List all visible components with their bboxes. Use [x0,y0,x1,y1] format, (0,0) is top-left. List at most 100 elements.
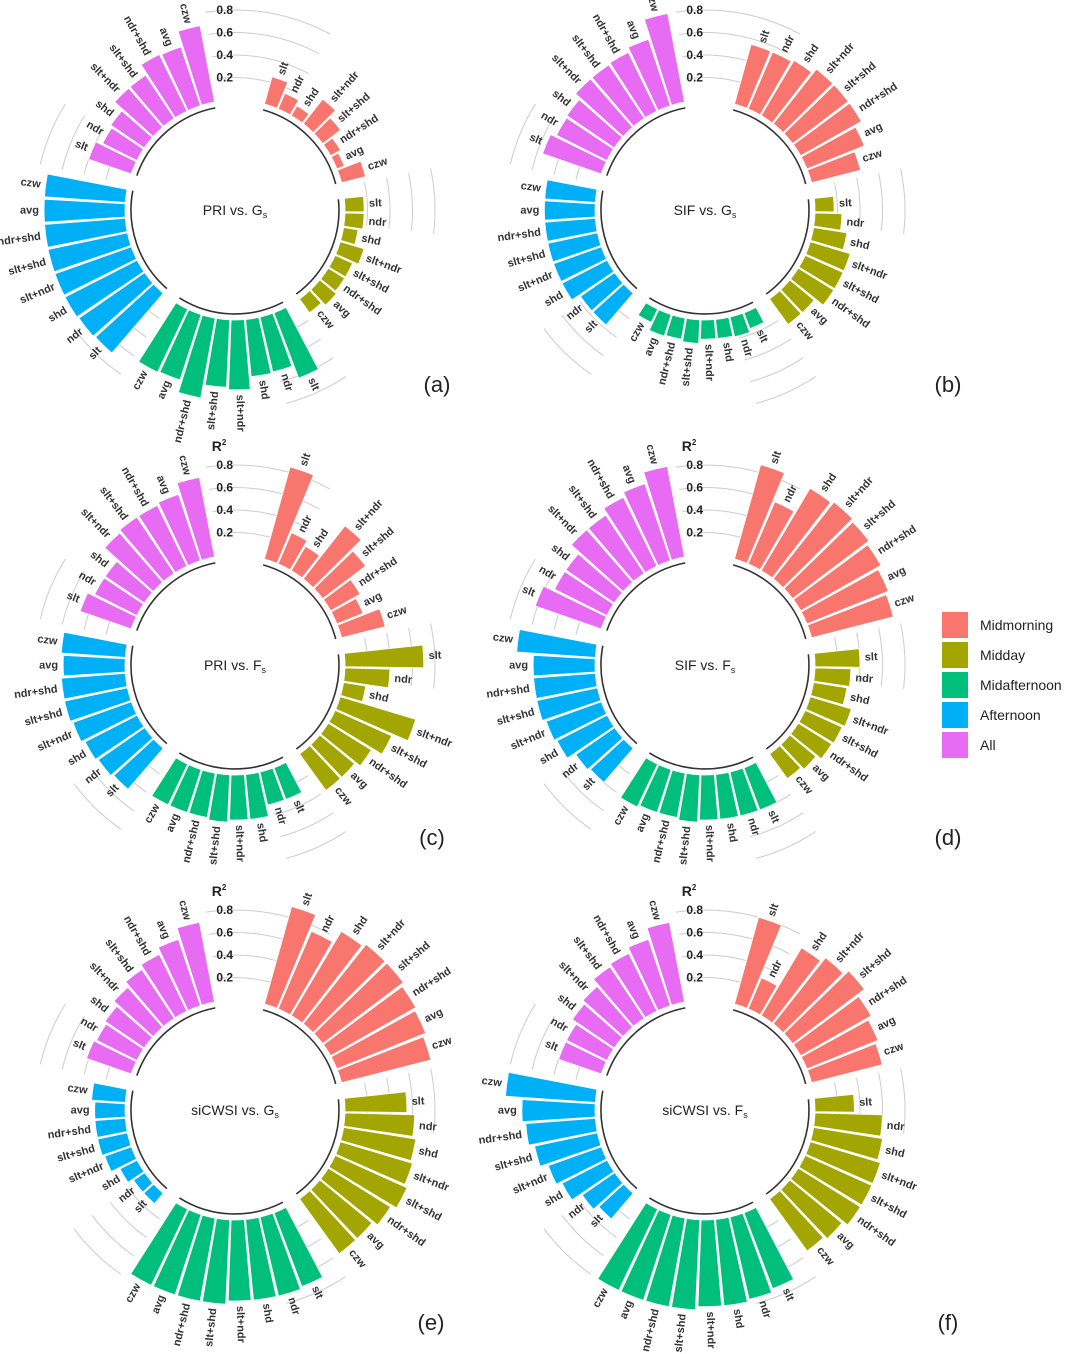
bar-midday-ndr [813,667,852,687]
bar-midday-czw [299,290,322,314]
bar-afternoon-slt-ndr [72,701,138,743]
r-tick-label: 0.2 [686,71,703,85]
legend-swatch-midafternoon [942,672,968,698]
legend-label-all: All [980,737,996,753]
bar-midafternoon-slt-ndr [229,774,249,821]
bar-midmorning-slt [734,464,785,564]
bar-all-ndr [555,117,614,162]
bar-midafternoon-slt [273,306,319,379]
group-baseline [130,645,168,745]
bar-all-slt-ndr [104,532,164,593]
group-baseline [136,107,216,176]
legend-swatch-all [942,732,968,758]
grid-arc [531,115,555,170]
category-label: ndr [84,119,106,139]
bar-midday-czw [299,745,341,792]
category-label: ndr [64,325,86,346]
legend-label-midafternoon: Midafternoon [980,677,1062,693]
group-baseline [130,190,168,290]
bar-midafternoon-slt-ndr [699,774,719,821]
category-label: shd [256,379,271,400]
bar-afternoon-slt-shd [97,1132,132,1156]
category-label: slt+ndr [703,825,716,863]
category-label: slt+ndr [545,503,580,538]
bar-midmorning-ndr-shd [792,102,862,157]
bar-midafternoon-slt [743,306,765,330]
bar-midday-czw [769,745,802,780]
category-label: shd [88,994,111,1015]
group-baseline [648,1197,754,1215]
category-label: czw [793,319,815,343]
category-label: czw [644,443,661,466]
bar-midday-slt-shd [328,254,354,278]
bar-midafternoon-slt-ndr [227,1219,252,1302]
panel-letter: (d) [935,825,962,850]
bar-midmorning-ndr [277,532,308,571]
bar-midafternoon-avg [159,309,202,381]
category-label: czw [430,1034,453,1052]
category-label: shd [93,98,116,119]
bar-midday-avg [780,279,815,314]
bar-midmorning-shd [760,59,812,124]
bar-midmorning-shd [290,545,320,579]
grid-arc [73,783,122,830]
bar-midday-slt [813,195,835,213]
bar-midmorning-ndr [747,977,778,1016]
group-baseline [262,564,337,640]
category-label: slt [580,775,598,793]
bar-midday-slt-ndr [335,241,365,265]
bar-midafternoon-shd [245,316,272,378]
group-baseline [600,190,638,290]
bar-all-ndr-shd [140,53,188,119]
r-tick-label: 0.8 [216,458,233,472]
category-label: shd [310,527,331,550]
bar-afternoon-avg [532,654,596,677]
group-baseline [295,654,340,750]
group-baseline [262,109,337,185]
bar-midday-shd [340,1127,417,1162]
group-baseline [765,654,810,750]
bar-midmorning-czw [806,151,862,184]
category-label: slt+ndr [364,253,404,277]
bar-afternoon-shd [119,1159,145,1183]
grid-arc [744,338,792,361]
bar-all-slt [542,133,607,175]
category-label: czw [861,147,884,165]
category-label: avg [498,1105,517,1117]
bar-midmorning-shd [760,487,832,579]
bar-midafternoon-ndr-shd [665,314,686,340]
category-label: slt+shd [673,1313,689,1353]
bar-midmorning-ndr-shd [792,544,882,612]
group-baseline [648,752,754,770]
grid-arc [509,558,536,620]
panel-title: SIF vs. Fs [675,657,736,675]
bar-afternoon-slt [113,738,164,790]
bar-afternoon-ndr-shd [44,217,128,248]
category-label: avg [620,463,638,485]
r-tick-label: 0.8 [216,903,233,917]
category-label: ndr [285,1296,302,1317]
panel-letter: (f) [938,1310,959,1335]
category-label: shd [549,542,572,563]
bar-midafternoon-ndr [729,1212,773,1300]
grid-arc [750,357,804,383]
bar-all-ndr [553,571,614,617]
grid-arc [579,1201,617,1238]
r-tick-label: 0.8 [216,3,233,17]
bar-midday-shd [810,227,848,251]
r-tick-label: 0.6 [216,926,233,940]
category-label: shd [809,930,830,953]
bar-all-slt-shd [125,969,175,1027]
bar-afternoon-ndr-shd [60,672,128,700]
category-label: slt+ndr [78,506,113,541]
category-label: czw [893,592,916,610]
category-label: avg [624,19,642,41]
category-label: avg [343,144,365,163]
bar-midmorning-ndr [277,930,333,1016]
bar-midmorning-slt-ndr [772,68,834,134]
r-tick-label: 0.2 [686,526,703,540]
bar-all-czw [646,921,685,1006]
category-label: slt+shd [495,706,536,728]
category-label: ndr [368,216,387,230]
